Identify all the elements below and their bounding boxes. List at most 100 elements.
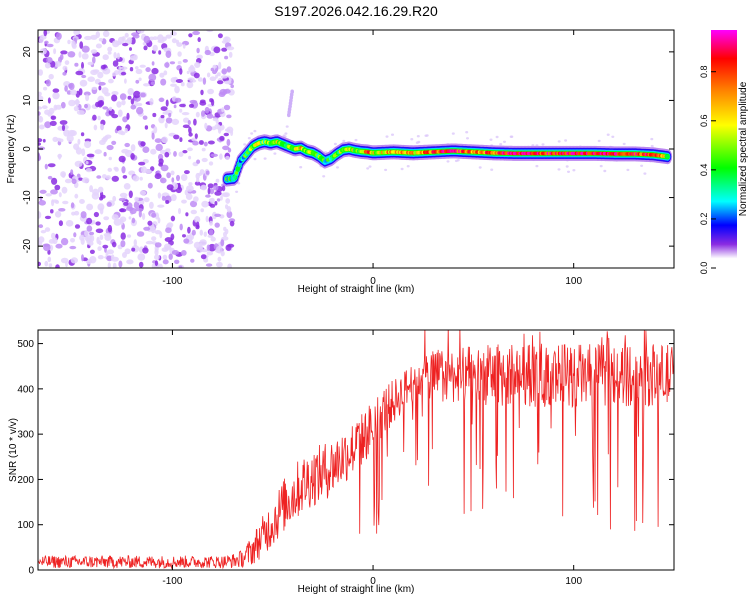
noise-speck: [114, 167, 119, 172]
noise-speck: [62, 65, 68, 71]
noise-speck: [160, 177, 167, 184]
noise-speck: [100, 191, 104, 198]
noise-speck: [79, 79, 88, 87]
noise-speck: [451, 132, 455, 135]
noise-speck: [215, 74, 218, 79]
noise-speck: [94, 149, 103, 155]
noise-speck: [214, 213, 222, 217]
noise-speck: [206, 251, 214, 256]
noise-speck: [164, 151, 170, 158]
noise-speck: [235, 190, 239, 193]
noise-speck: [85, 161, 89, 165]
noise-speck: [368, 165, 372, 168]
noise-speck: [135, 79, 140, 84]
noise-speck: [184, 170, 190, 175]
noise-speck: [203, 231, 207, 237]
noise-speck: [202, 77, 207, 85]
noise-speck: [70, 89, 77, 96]
noise-speck: [189, 99, 198, 104]
noise-speck: [178, 151, 184, 157]
noise-speck: [191, 229, 196, 236]
y-tick-label: 500: [17, 339, 34, 350]
noise-speck: [60, 257, 69, 264]
noise-speck: [81, 177, 90, 184]
noise-speck: [134, 196, 139, 202]
noise-speck: [143, 197, 150, 203]
noise-speck: [145, 67, 151, 73]
noise-speck: [175, 79, 183, 83]
noise-speck: [40, 230, 47, 234]
noise-speck: [38, 69, 43, 76]
noise-speck: [112, 195, 117, 202]
noise-speck: [226, 138, 231, 147]
noise-speck: [74, 224, 81, 229]
noise-speck: [86, 225, 93, 232]
noise-speck: [565, 165, 569, 168]
noise-speck: [204, 49, 211, 56]
noise-speck: [165, 34, 172, 39]
noise-speck: [188, 155, 192, 160]
noise-speck: [201, 200, 209, 208]
noise-speck: [84, 140, 92, 149]
noise-speck: [210, 236, 216, 242]
noise-speck: [230, 84, 234, 89]
noise-speck: [490, 168, 494, 171]
noise-speck: [206, 113, 214, 119]
noise-speck: [151, 212, 157, 218]
noise-speck: [75, 98, 80, 107]
noise-speck: [86, 153, 95, 158]
noise-speck: [168, 253, 173, 260]
noise-speck: [64, 85, 68, 92]
noise-speck: [180, 174, 188, 181]
noise-speck: [107, 46, 113, 52]
noise-speck: [80, 132, 85, 137]
noise-speck: [181, 112, 190, 116]
noise-speck: [179, 137, 183, 143]
noise-speck: [163, 70, 168, 76]
noise-speck: [91, 86, 98, 90]
noise-speck: [74, 62, 79, 67]
noise-speck: [103, 151, 107, 157]
noise-speck: [247, 137, 251, 140]
noise-speck: [606, 133, 610, 136]
noise-speck: [138, 161, 146, 166]
noise-speck: [170, 77, 177, 83]
snr-series-line: [38, 330, 674, 570]
noise-speck: [124, 248, 131, 255]
noise-speck: [253, 157, 257, 161]
noise-speck: [197, 77, 203, 82]
noise-speck: [142, 146, 150, 153]
noise-speck: [111, 256, 119, 262]
noise-speck: [107, 224, 113, 233]
noise-speck: [572, 169, 576, 172]
noise-speck: [99, 234, 104, 240]
noise-speck: [213, 46, 221, 54]
noise-speck: [131, 32, 139, 37]
noise-speck: [204, 106, 210, 114]
noise-speck: [92, 114, 97, 121]
noise-speck: [47, 249, 51, 255]
noise-speck: [44, 62, 51, 69]
noise-speck: [95, 228, 104, 234]
noise-speck: [111, 94, 118, 102]
noise-speck: [154, 260, 158, 267]
noise-speck: [205, 263, 213, 267]
noise-speck: [111, 114, 119, 119]
x-tick-label: 0: [370, 276, 376, 287]
noise-speck: [193, 241, 201, 249]
colorbar-tick-label: 0.0: [699, 262, 709, 275]
noise-speck: [250, 132, 254, 135]
noise-speck: [155, 143, 163, 151]
noise-speck: [68, 99, 76, 107]
noise-speck: [174, 97, 182, 103]
noise-speck: [147, 220, 153, 226]
noise-speck: [98, 85, 102, 91]
noise-speck: [187, 226, 191, 234]
noise-speck: [116, 52, 120, 60]
noise-speck: [89, 256, 97, 264]
noise-speck: [220, 250, 225, 257]
noise-speck: [190, 258, 195, 263]
noise-speck: [77, 138, 81, 145]
noise-speck: [52, 92, 60, 100]
noise-speck: [180, 82, 185, 87]
